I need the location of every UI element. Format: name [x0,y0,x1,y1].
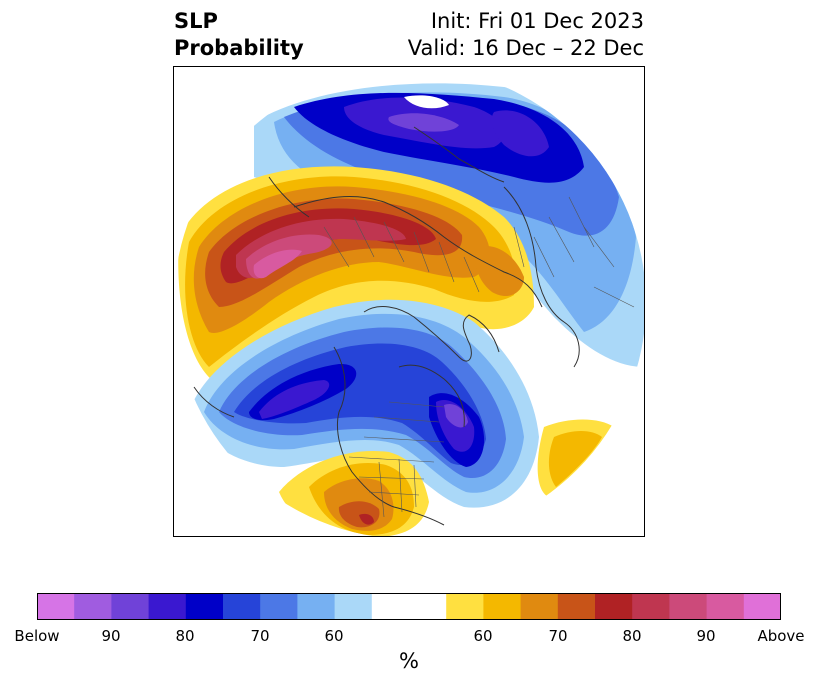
north-america-low-region [189,299,539,508]
us-high-region [279,451,429,536]
colorbar-swatch [669,593,708,620]
colorbar-swatch [743,593,781,620]
tick-label: Above [757,627,805,645]
colorbar [37,593,781,620]
colorbar-swatch [334,593,373,620]
pacific-high-region [178,166,534,387]
colorbar-swatch [111,593,150,620]
colorbar-swatch [632,593,670,620]
title-variable: SLP [174,9,218,33]
init-date: Init: Fri 01 Dec 2023 [430,9,644,33]
tick-label: 80 [622,627,642,645]
colorbar-swatch [37,593,75,620]
title-right: Init: Fri 01 Dec 2023 Valid: 16 Dec – 22… [408,8,644,62]
colorbar-swatch [557,593,596,620]
colorbar-unit-label: % [399,649,419,673]
tick-label: 70 [250,627,270,645]
africa-high-region [537,419,614,497]
probability-map [174,67,644,536]
title-left: SLP Probability [174,8,304,62]
colorbar-swatch [260,593,298,620]
tick-label: Below [14,627,60,645]
tick-label: 80 [175,627,195,645]
colorbar-border [37,593,781,620]
colorbar-swatch [148,593,187,620]
colorbar-swatch [371,593,410,620]
tick-label: 60 [473,627,493,645]
colorbar-swatch [706,593,745,620]
colorbar-swatch [409,593,447,620]
title-product: Probability [174,36,304,60]
colorbar-swatch [520,593,559,620]
colorbar-ticks: Below 90 80 70 60 60 70 80 90 Above [0,627,819,647]
valid-range: Valid: 16 Dec – 22 Dec [407,36,644,60]
tick-label: 60 [324,627,344,645]
colorbar-swatch [297,593,336,620]
colorbar-swatch [483,593,522,620]
tick-label: 90 [696,627,716,645]
tick-label: 70 [548,627,568,645]
tick-label: 90 [101,627,121,645]
colorbar-swatch [185,593,224,620]
map-panel [173,66,645,537]
coastlines [193,126,580,526]
colorbar-swatch [446,593,484,620]
colorbar-swatch [223,593,261,620]
colorbar-swatch [595,593,633,620]
colorbar-swatch [74,593,112,620]
